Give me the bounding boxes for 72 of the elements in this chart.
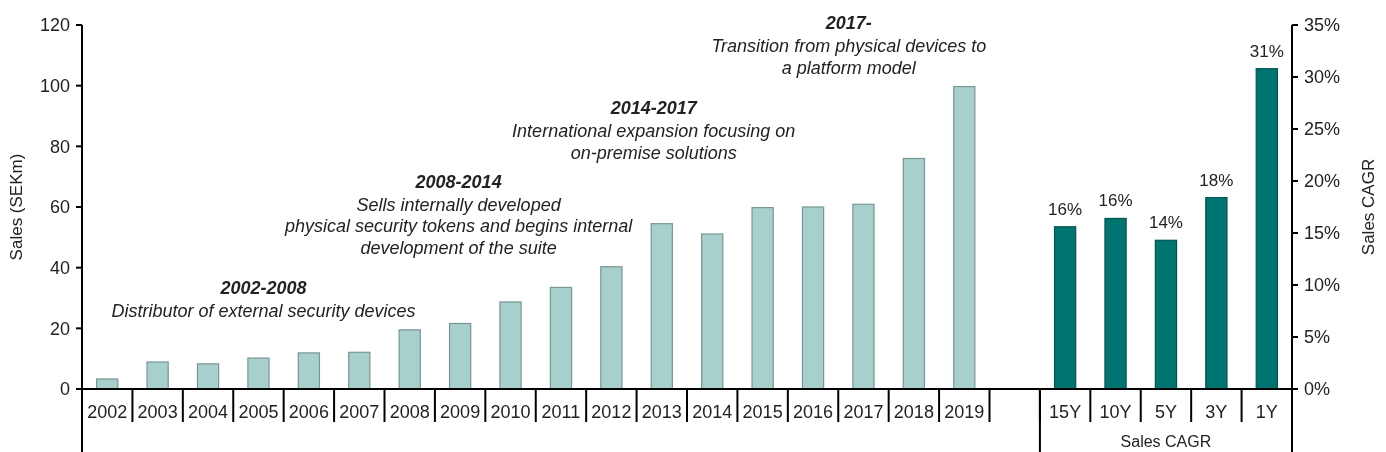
x-tick-label: 2008: [389, 402, 430, 422]
x-tick-label: 2018: [893, 402, 934, 422]
bar: [1053, 226, 1077, 390]
y2-tick-label: 0%: [1304, 379, 1331, 400]
bar: [701, 233, 724, 390]
annotation: 2017- Transition from physical devices to a platform model: [711, 13, 987, 78]
data-label: 14%: [1148, 213, 1183, 233]
x-tick-label: 10Y: [1099, 402, 1132, 422]
x-tick-label: 2010: [490, 402, 531, 422]
x-tick-label: 2015: [742, 402, 783, 422]
bar: [801, 206, 825, 390]
data-label: 16%: [1048, 199, 1083, 219]
x-tick-label: 15Y: [1049, 402, 1082, 422]
y-tick-label: 120: [39, 15, 70, 36]
x-tick-label: 2004: [188, 402, 229, 422]
annotation: 2002-2008 Distributor of external security devices: [111, 277, 416, 321]
x-tick-label: 2017: [843, 402, 884, 422]
y2-tick-label: 30%: [1304, 67, 1341, 88]
bar: [398, 329, 421, 390]
x-tick-label: 2006: [288, 402, 329, 422]
bar: [600, 266, 623, 390]
y-tick-label: 40: [49, 257, 70, 278]
annotation: 2008-2014 Sells internally developed physical security tokens and begins internal development of the suite: [284, 171, 634, 258]
y2-tick-label: 20%: [1304, 171, 1341, 192]
data-label: 31%: [1249, 41, 1284, 61]
y-axis-title: Sales (SEKm): [7, 153, 26, 261]
x-tick-label: 2002: [87, 402, 128, 422]
bar: [448, 322, 472, 390]
x-tick-label: 3Y: [1205, 402, 1228, 422]
x-tick-label: 2007: [339, 402, 380, 422]
y2-tick-label: 10%: [1304, 275, 1341, 296]
x-tick-label: 2012: [591, 402, 632, 422]
bar: [348, 351, 371, 390]
y-tick-label: 80: [49, 136, 70, 157]
bar: [549, 286, 573, 390]
bar: [751, 207, 774, 390]
x-tick-label: 2019: [944, 402, 985, 422]
annotation: 2014-2017 International expansion focusing on on-premise solutions: [512, 98, 796, 163]
bar: [247, 357, 270, 390]
bar: [499, 301, 522, 390]
bar: [146, 361, 169, 390]
bar: [196, 363, 220, 390]
bar: [1205, 197, 1228, 390]
x-tick-label: 2016: [793, 402, 834, 422]
text: Sales CAGR: [1120, 433, 1212, 450]
y2-tick-label: 5%: [1304, 327, 1331, 348]
y-tick-label: 0: [59, 379, 70, 400]
y2-tick-label: 15%: [1304, 223, 1341, 244]
x-tick-label: 2009: [440, 402, 481, 422]
y2-tick-label: 25%: [1304, 119, 1341, 140]
x-tick-label: 2005: [238, 402, 279, 422]
bar: [902, 157, 926, 390]
x-tick-label: 5Y: [1154, 402, 1177, 422]
x-tick-label: 2013: [641, 402, 682, 422]
x-tick-label: 1Y: [1255, 402, 1278, 422]
x-tick-label: 2011: [541, 402, 581, 422]
x-tick-label: 2003: [137, 402, 178, 422]
bar: [1255, 68, 1278, 390]
y2-axis-title: Sales CAGR: [1359, 158, 1378, 256]
y-tick-label: 20: [49, 318, 70, 339]
bar: [953, 85, 976, 390]
y2-tick-label: 35%: [1304, 15, 1341, 36]
data-label: 18%: [1199, 170, 1234, 190]
data-label: 16%: [1098, 191, 1133, 211]
y-tick-label: 60: [49, 197, 70, 218]
bar: [1154, 239, 1178, 390]
bar: [1104, 217, 1127, 390]
x-tick-label: 2014: [692, 402, 733, 422]
bar: [297, 352, 321, 390]
bar: [852, 203, 875, 390]
y-tick-label: 100: [39, 75, 70, 96]
bar: [650, 223, 673, 390]
